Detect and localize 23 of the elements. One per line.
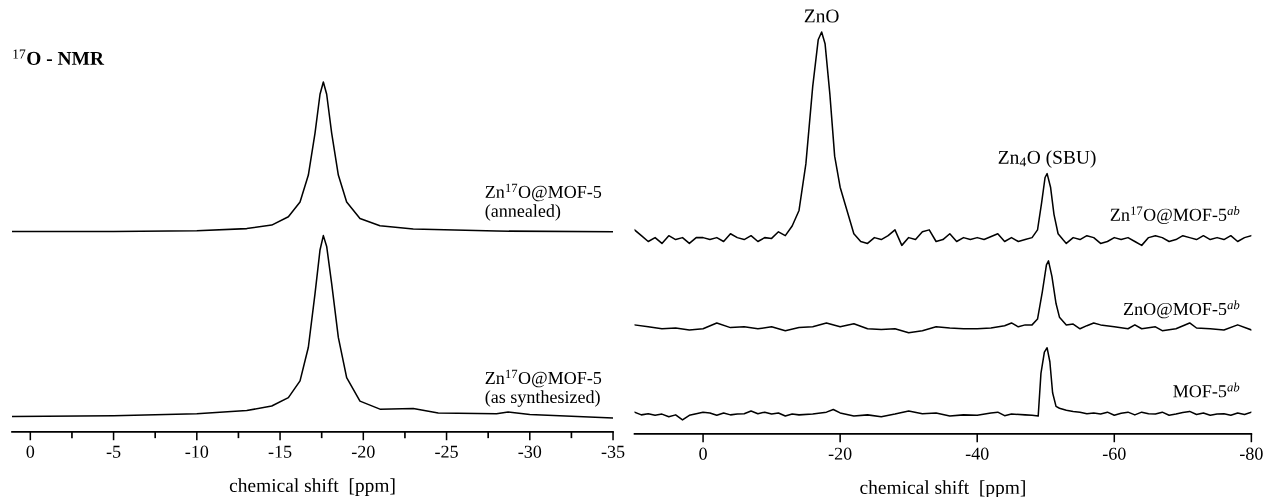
series-label: Zn$^{17}$O@MOF-5 (as synthesized) <box>485 369 602 407</box>
x-axis-title: chemical shift [ppm] <box>860 480 1025 497</box>
x-tick-label: -60 <box>1102 447 1126 460</box>
series-label: ZnO@MOF-5$^{ab}$ <box>1123 300 1240 319</box>
x-tick-label: -80 <box>1240 447 1263 460</box>
x-tick-label: -20 <box>351 445 375 458</box>
x-tick-label: -40 <box>965 447 989 460</box>
x-tick-label: -30 <box>518 445 542 458</box>
annotation: Zn$_{4}$O (SBU) <box>998 150 1096 168</box>
x-tick-label: -10 <box>185 445 209 458</box>
x-tick-label: -20 <box>828 447 852 460</box>
series-label: MOF-5$^{ab}$ <box>1173 382 1240 398</box>
x-tick-label: -25 <box>435 445 458 458</box>
series-label: Zn$^{17}$O@MOF-5$^{ab}$ <box>1110 206 1240 225</box>
chart-title: $^{17}$O - NMR <box>13 49 105 65</box>
x-tick-label: -15 <box>268 445 292 458</box>
annotation: ZnO <box>804 9 839 23</box>
x-tick-label: -35 <box>601 445 625 458</box>
x-tick-label: 0 <box>26 445 35 458</box>
x-tick-label: 0 <box>699 447 707 460</box>
series-label: Zn$^{17}$O@MOF-5 (annealed) <box>485 183 602 221</box>
x-tick-label: -5 <box>106 445 121 458</box>
x-axis-title: chemical shift [ppm] <box>229 478 395 496</box>
